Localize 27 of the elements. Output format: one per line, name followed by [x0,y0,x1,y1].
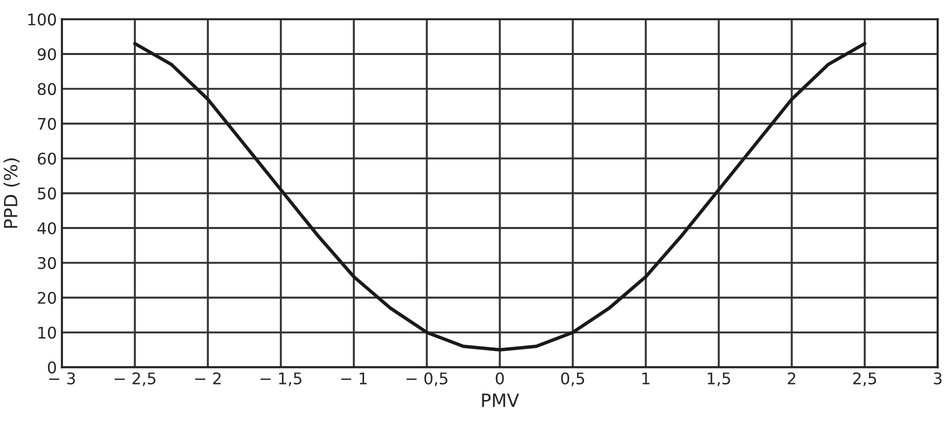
x-tick-label: − 1 [341,372,367,384]
x-tick-label: 0 [496,372,504,384]
x-tick-label: − 2,5 [114,372,156,386]
x-tick-label: 1,5 [708,372,730,386]
y-tick-label: 70 [38,118,56,130]
x-tick-label: 2,5 [853,372,876,386]
x-tick-label: 0,5 [561,372,584,386]
x-tick-label: 1 [642,372,650,384]
x-tick-label: − 3 [49,372,75,384]
y-tick-label: 40 [37,222,56,234]
y-tick-label: 90 [38,48,56,60]
x-tick-label: − 2 [195,372,221,384]
y-axis-title: PPD (%) [4,158,20,228]
x-tick-label: 3 [934,372,942,384]
x-tick-label: − 1,5 [260,372,302,386]
y-tick-label: 0 [48,361,56,374]
y-tick-label: 20 [38,292,56,304]
line-series [133,42,866,352]
y-tick-label: 60 [38,152,56,165]
y-tick-label: 10 [38,326,56,339]
y-tick-label: 80 [38,83,56,96]
y-tick-label: 100 [28,13,56,26]
x-tick-label: 2 [788,372,796,384]
y-tick-label: 30 [38,257,56,270]
x-axis-title: PMV [482,394,520,407]
x-tick-label: − 0,5 [406,372,448,386]
y-tick-label: 50 [38,187,56,200]
